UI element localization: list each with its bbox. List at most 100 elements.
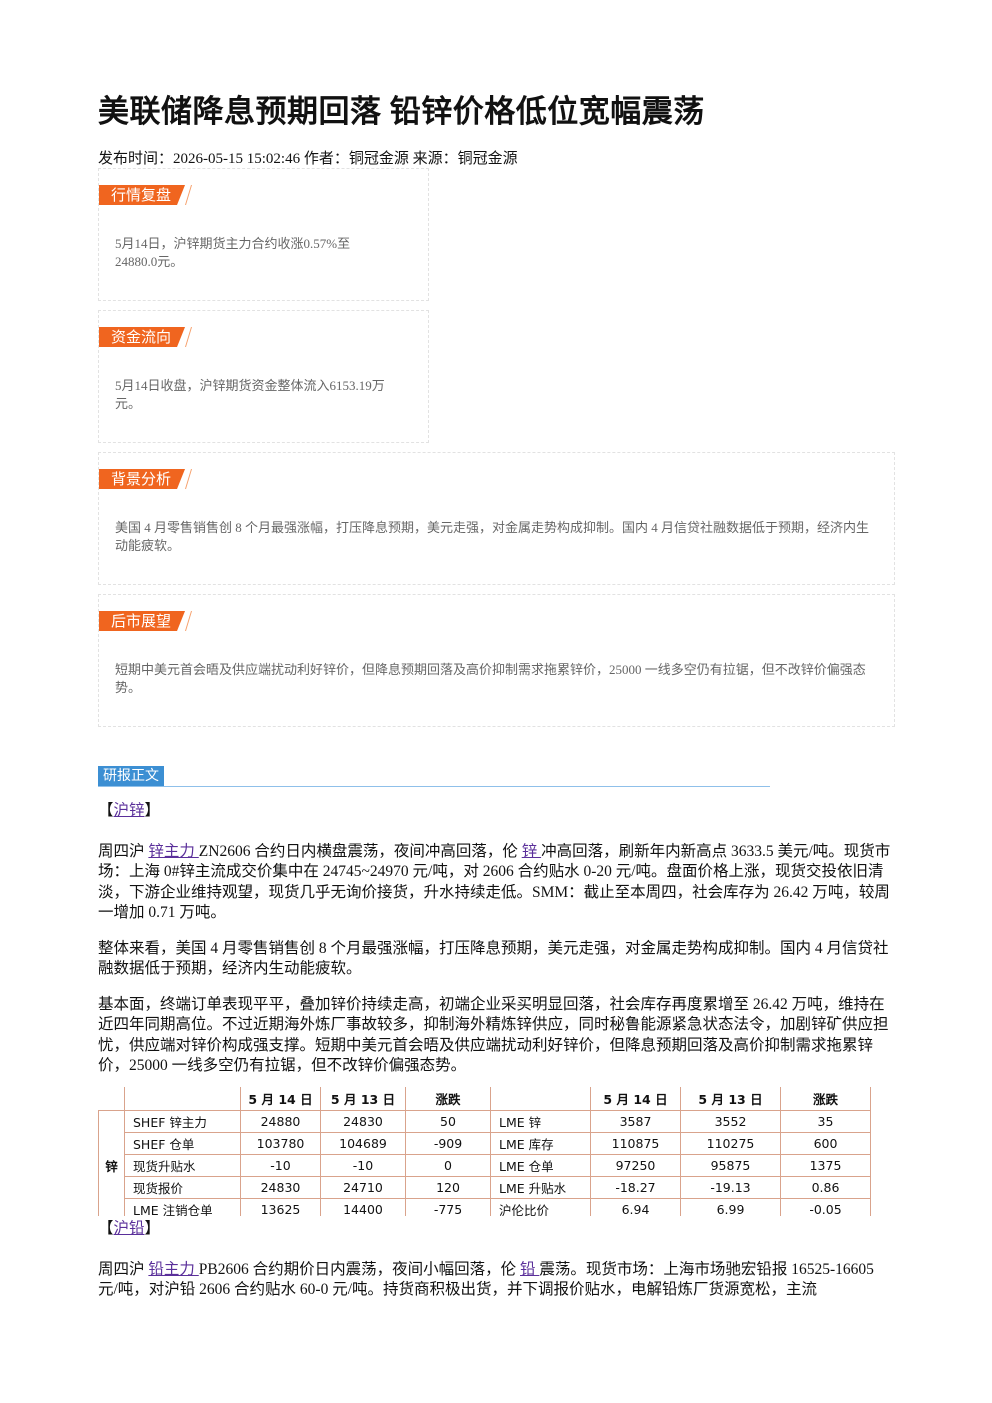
cell: 0.86: [780, 1176, 871, 1199]
blank: [124, 1087, 241, 1111]
text: ZN2606 合约日内横盘震荡，夜间冲高回落，伦: [198, 842, 522, 860]
section-tag: 背景分析: [99, 469, 185, 489]
cell: 120: [405, 1176, 491, 1199]
inline-link[interactable]: 锌主力: [148, 842, 199, 860]
text: 基本面，终端订单表现平平，叠加锌价持续走高，初端企业采买明显回落，社会库存再度累…: [98, 995, 889, 1075]
report-tag: 研报正文: [98, 766, 164, 787]
cell: 6.94: [590, 1198, 681, 1216]
item-name: 现货报价: [124, 1176, 241, 1199]
section-box: 背景分析 美国 4 月零售销售创 8 个月最强涨幅，打压降息预期，美元走强，对金…: [98, 452, 895, 585]
inline-link[interactable]: 铅: [520, 1260, 540, 1278]
cell: 24830: [240, 1176, 321, 1199]
table-row: 现货报价 24830 24710 120 LME 升贴水 -18.27 -19.13 0.86: [99, 1176, 871, 1199]
text: 震荡。现货市场：上海市场驰宏铅报 16525-16605 元/吨，对沪铅 260…: [98, 1260, 874, 1299]
meta: 发布时间：2026-05-15 15:02:46 作者：铜冠金源 来源：铜冠金源: [98, 151, 518, 167]
paragraph: 基本面，终端订单表现平平，叠加锌价持续走高，初端企业采买明显回落，社会库存再度累…: [98, 995, 894, 1077]
cell: 97250: [590, 1154, 681, 1177]
cell: -10: [240, 1154, 321, 1177]
table-row: 现货升贴水 -10 -10 0 LME 仓单 97250 95875 1375: [99, 1154, 871, 1177]
section-tag: 行情复盘: [99, 185, 185, 205]
cell: 110875: [590, 1132, 681, 1155]
text: 周四沪: [98, 842, 149, 860]
zinc-section: 【沪锌】周四沪 锌主力 ZN2606 合约日内横盘震荡，夜间冲高回落，伦 锌 冲…: [98, 801, 894, 1092]
blank: [490, 1087, 591, 1111]
cell: 3552: [680, 1110, 781, 1133]
cell: 24830: [320, 1110, 406, 1133]
text: PB2606 合约期价日内震荡，夜间小幅回落，伦: [198, 1260, 520, 1278]
inline-link[interactable]: 铅主力: [148, 1260, 199, 1278]
cell: 110275: [680, 1132, 781, 1155]
cell: 35: [780, 1110, 871, 1133]
inline-link[interactable]: 锌: [521, 842, 542, 860]
tag-stripe: [185, 185, 192, 205]
cell: 0: [405, 1154, 491, 1177]
table-row: SHEF 仓单 103780 104689 -909 LME 库存 110875 11027…: [99, 1132, 871, 1155]
heading-link[interactable]: 沪锌: [113, 802, 145, 819]
header-cell: 5 月 13 日: [680, 1087, 781, 1111]
cell: 103780: [240, 1132, 321, 1155]
paragraph: 周四沪 铅主力 PB2606 合约期价日内震荡，夜间小幅回落，伦 铅 震荡。现货…: [98, 1260, 894, 1301]
section-box: 行情复盘 5月14日，沪锌期货主力合约收涨0.57%至24880.0元。: [98, 168, 429, 301]
item-name: SHEF 仓单: [124, 1132, 241, 1155]
section-tag: 后市展望: [99, 611, 185, 631]
item-name: 现货升贴水: [124, 1154, 241, 1177]
cell: 50: [405, 1110, 491, 1133]
tag-stripe: [185, 327, 192, 347]
item-name: 沪伦比价: [490, 1198, 591, 1216]
cell: -775: [405, 1198, 491, 1216]
cell: 600: [780, 1132, 871, 1155]
bracket: 【: [98, 1220, 114, 1237]
section-text: 5月14日，沪锌期货主力合约收涨0.57%至24880.0元。: [115, 236, 351, 269]
corner: [98, 1087, 125, 1111]
section-box: 后市展望 短期中美元首会晤及供应端扰动利好锌价，但降息预期回落及高价抑制需求拖累…: [98, 594, 895, 727]
cell: 24880: [240, 1110, 321, 1133]
item-name: LME 锌: [490, 1110, 591, 1133]
item-name: LME 注销仓单: [124, 1198, 241, 1216]
cell: 14400: [320, 1198, 406, 1216]
section-heading: 【沪铅】: [98, 1219, 894, 1240]
row-label: 锌: [98, 1110, 125, 1216]
cell: 95875: [680, 1154, 781, 1177]
bracket: 】: [144, 1220, 161, 1237]
header-cell: 涨跌: [780, 1087, 871, 1111]
header-cell: 5 月 14 日: [240, 1087, 321, 1111]
table-row: 锌 SHEF 锌主力 24880 24830 50 LME 锌 3587 3552 35: [98, 1110, 871, 1216]
lead-section: 【沪铅】周四沪 铅主力 PB2606 合约期价日内震荡，夜间小幅回落，伦 铅 震…: [98, 1219, 894, 1316]
table-row: LME 注销仓单 13625 14400 -775 沪伦比价 6.94 6.99 -0.05: [99, 1198, 871, 1216]
section-text: 5月14日收盘，沪锌期货资金整体流入6153.19万元。: [115, 378, 385, 411]
heading-link[interactable]: 沪铅: [113, 1220, 145, 1237]
tag-stripe: [185, 469, 192, 489]
text: 周四沪: [98, 1260, 149, 1278]
cell: 13625: [240, 1198, 321, 1216]
tag-stripe: [185, 611, 192, 631]
cell: -10: [320, 1154, 406, 1177]
item-name: LME 库存: [490, 1132, 591, 1155]
divider: [98, 786, 770, 787]
cell: 6.99: [680, 1198, 781, 1216]
paragraph: 周四沪 锌主力 ZN2606 合约日内横盘震荡，夜间冲高回落，伦 锌 冲高回落，…: [98, 842, 894, 924]
section-box: 资金流向 5月14日收盘，沪锌期货资金整体流入6153.19万元。: [98, 310, 429, 443]
section-tag: 资金流向: [99, 327, 185, 347]
header-cell: 涨跌: [405, 1087, 491, 1111]
item-name: LME 仓单: [490, 1154, 591, 1177]
bracket: 【: [98, 802, 114, 819]
bracket: 】: [144, 802, 161, 819]
paragraph: 整体来看，美国 4 月零售销售创 8 个月最强涨幅，打压降息预期，美元走强，对金…: [98, 939, 894, 980]
item-name: LME 升贴水: [490, 1176, 591, 1199]
cell: 24710: [320, 1176, 406, 1199]
title: 美联储降息预期回落 铅锌价格低位宽幅震荡: [98, 94, 705, 129]
cell: 3587: [590, 1110, 681, 1133]
section-heading: 【沪锌】: [98, 801, 894, 822]
section-text: 短期中美元首会晤及供应端扰动利好锌价，但降息预期回落及高价抑制需求拖累锌价，25…: [115, 662, 866, 695]
cell: -18.27: [590, 1176, 681, 1199]
text: 冲高回落，刷新年内新高点 3633.5 美元/吨。现货市场：上海 0#锌主流成交…: [98, 842, 891, 922]
cell: 104689: [320, 1132, 406, 1155]
header-cell: 5 月 14 日: [590, 1087, 681, 1111]
cell: -0.05: [780, 1198, 871, 1216]
cell: -909: [405, 1132, 491, 1155]
text: 整体来看，美国 4 月零售销售创 8 个月最强涨幅，打压降息预期，美元走强，对金…: [98, 939, 889, 978]
item-name: SHEF 锌主力: [124, 1110, 241, 1133]
